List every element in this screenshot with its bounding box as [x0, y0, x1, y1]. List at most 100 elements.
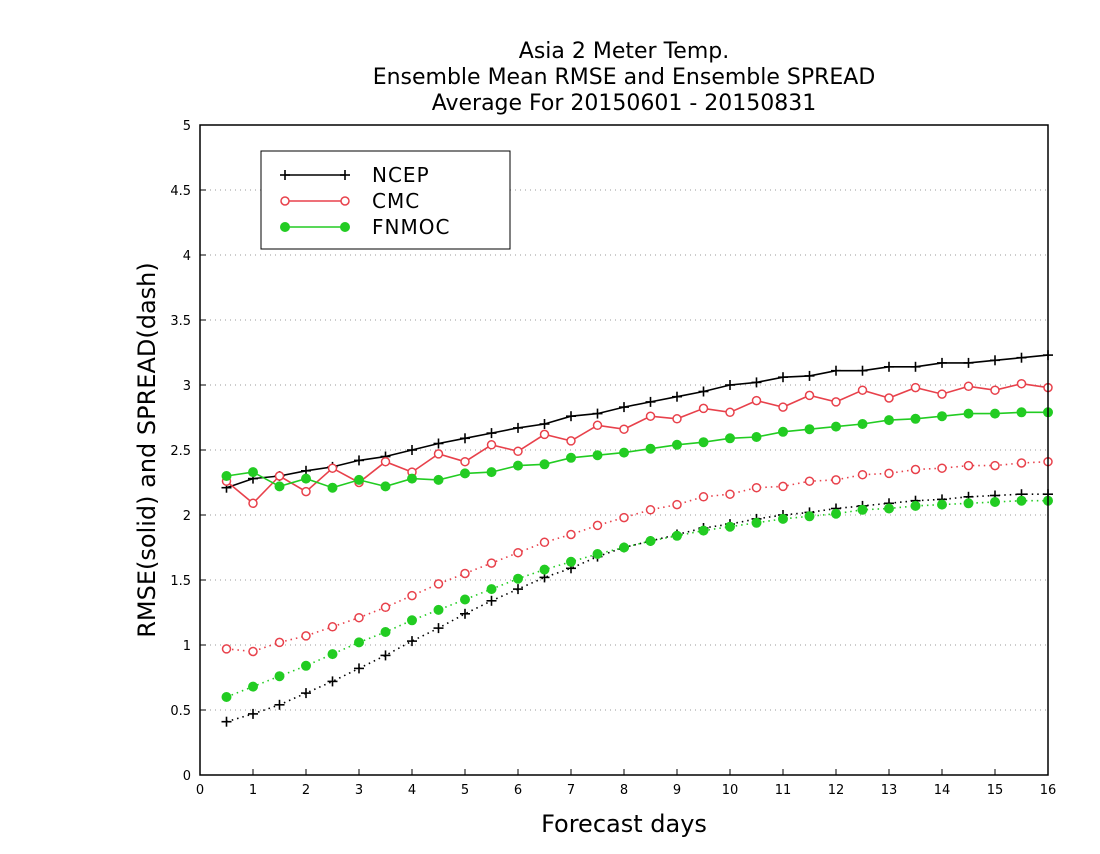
point-cmc-spread — [698, 492, 709, 502]
point-ncep-rmse — [778, 372, 788, 383]
title-line-3: Average For 20150601 - 20150831 — [432, 91, 817, 116]
point-cmc-rmse — [248, 498, 258, 509]
point-ncep-rmse — [486, 428, 497, 439]
point-ncep-spread — [274, 699, 285, 710]
point-fnmoc-spread — [301, 660, 311, 671]
line-cmc-spread — [226, 460, 1049, 653]
x-tick-label: 4 — [408, 783, 416, 798]
point-fnmoc-rmse — [327, 482, 338, 493]
point-fnmoc-rmse — [963, 408, 974, 419]
point-ncep-spread — [380, 650, 391, 661]
point-fnmoc-spread — [327, 649, 338, 660]
point-ncep-rmse — [910, 361, 921, 372]
legend-label-fnmoc: FNMOC — [372, 215, 450, 239]
point-fnmoc-rmse — [804, 424, 815, 435]
point-fnmoc-rmse — [857, 419, 868, 429]
legend-box — [260, 150, 511, 250]
point-cmc-spread — [354, 612, 364, 623]
point-cmc-spread — [539, 537, 550, 548]
point-cmc-spread — [460, 568, 470, 579]
axis-ticks: 0 1 2 3 4 5 6 7 8 9 10 11 12 13 14 15 1600.511.522.533.5… — [170, 119, 1056, 798]
chart-title: Asia 2 Meter Temp. Ensemble Mean RMSE an… — [373, 39, 876, 116]
point-ncep-spread — [354, 663, 364, 674]
point-fnmoc-rmse — [990, 408, 1000, 419]
point-fnmoc-rmse — [354, 474, 364, 485]
point-cmc-spread — [513, 547, 523, 558]
point-cmc-rmse — [778, 402, 788, 412]
point-fnmoc-rmse — [407, 473, 417, 484]
title-line-1: Asia 2 Meter Temp. — [519, 39, 729, 64]
x-tick-label: 11 — [775, 783, 792, 798]
point-fnmoc-rmse — [274, 481, 285, 492]
point-cmc-spread — [327, 622, 338, 632]
point-cmc-spread — [963, 460, 974, 471]
point-ncep-rmse — [804, 370, 815, 381]
point-ncep-rmse — [513, 422, 523, 433]
point-cmc-spread — [301, 631, 311, 641]
point-cmc-spread — [486, 558, 497, 568]
series-fnmoc-rmse — [221, 407, 1053, 493]
point-cmc-spread — [751, 482, 762, 493]
point-ncep-rmse — [698, 386, 709, 397]
point-ncep-rmse — [619, 402, 629, 413]
point-fnmoc-rmse — [301, 473, 311, 484]
point-fnmoc-spread — [804, 511, 815, 522]
point-fnmoc-rmse — [910, 413, 921, 424]
point-fnmoc-rmse — [248, 467, 258, 478]
legend-marker — [340, 170, 350, 180]
point-cmc-rmse — [725, 407, 735, 418]
point-cmc-rmse — [831, 397, 841, 407]
point-fnmoc-rmse — [831, 421, 841, 432]
point-ncep-rmse — [672, 391, 682, 402]
point-cmc-rmse — [884, 393, 894, 403]
point-cmc-spread — [221, 644, 232, 654]
point-cmc-spread — [1016, 458, 1027, 468]
point-fnmoc-spread — [831, 508, 841, 519]
point-fnmoc-spread — [698, 525, 709, 536]
point-cmc-rmse — [963, 381, 974, 392]
point-fnmoc-spread — [963, 498, 974, 509]
point-cmc-rmse — [460, 456, 470, 467]
point-cmc-spread — [804, 476, 815, 486]
point-fnmoc-spread — [937, 499, 947, 510]
line-ncep-rmse — [226, 354, 1049, 489]
line-fnmoc-spread — [226, 499, 1048, 698]
x-tick-label: 15 — [987, 783, 1004, 798]
point-ncep-rmse — [645, 396, 656, 407]
point-fnmoc-spread — [910, 500, 921, 511]
point-fnmoc-rmse — [460, 468, 470, 479]
point-ncep-spread — [433, 623, 444, 634]
point-cmc-spread — [884, 468, 894, 479]
point-cmc-spread — [592, 520, 603, 531]
x-tick-label: 10 — [722, 783, 739, 798]
x-tick-label: 7 — [567, 783, 575, 798]
y-tick-label: 0 — [183, 769, 191, 784]
point-ncep-spread — [248, 708, 258, 719]
point-fnmoc-rmse — [1016, 407, 1027, 418]
x-tick-label: 2 — [302, 783, 310, 798]
legend-marker — [280, 222, 290, 232]
legend-marker — [340, 196, 350, 206]
point-ncep-rmse — [354, 455, 364, 466]
point-cmc-rmse — [539, 429, 550, 440]
point-cmc-spread — [725, 489, 735, 499]
y-tick-label: 1 — [183, 639, 191, 654]
x-axis-label: Forecast days — [541, 810, 707, 838]
point-ncep-spread — [221, 716, 232, 727]
x-tick-label: 14 — [934, 783, 951, 798]
point-fnmoc-spread — [513, 573, 523, 584]
point-ncep-rmse — [963, 357, 974, 368]
point-fnmoc-rmse — [884, 415, 894, 426]
point-fnmoc-rmse — [672, 439, 682, 450]
point-fnmoc-rmse — [513, 460, 523, 471]
point-fnmoc-spread — [884, 503, 894, 514]
point-cmc-rmse — [592, 420, 603, 431]
point-cmc-spread — [990, 460, 1000, 471]
series-layer — [221, 350, 1053, 727]
x-tick-label: 5 — [461, 783, 469, 798]
point-fnmoc-spread — [539, 564, 550, 575]
point-fnmoc-spread — [248, 681, 258, 692]
point-fnmoc-spread — [354, 637, 364, 648]
